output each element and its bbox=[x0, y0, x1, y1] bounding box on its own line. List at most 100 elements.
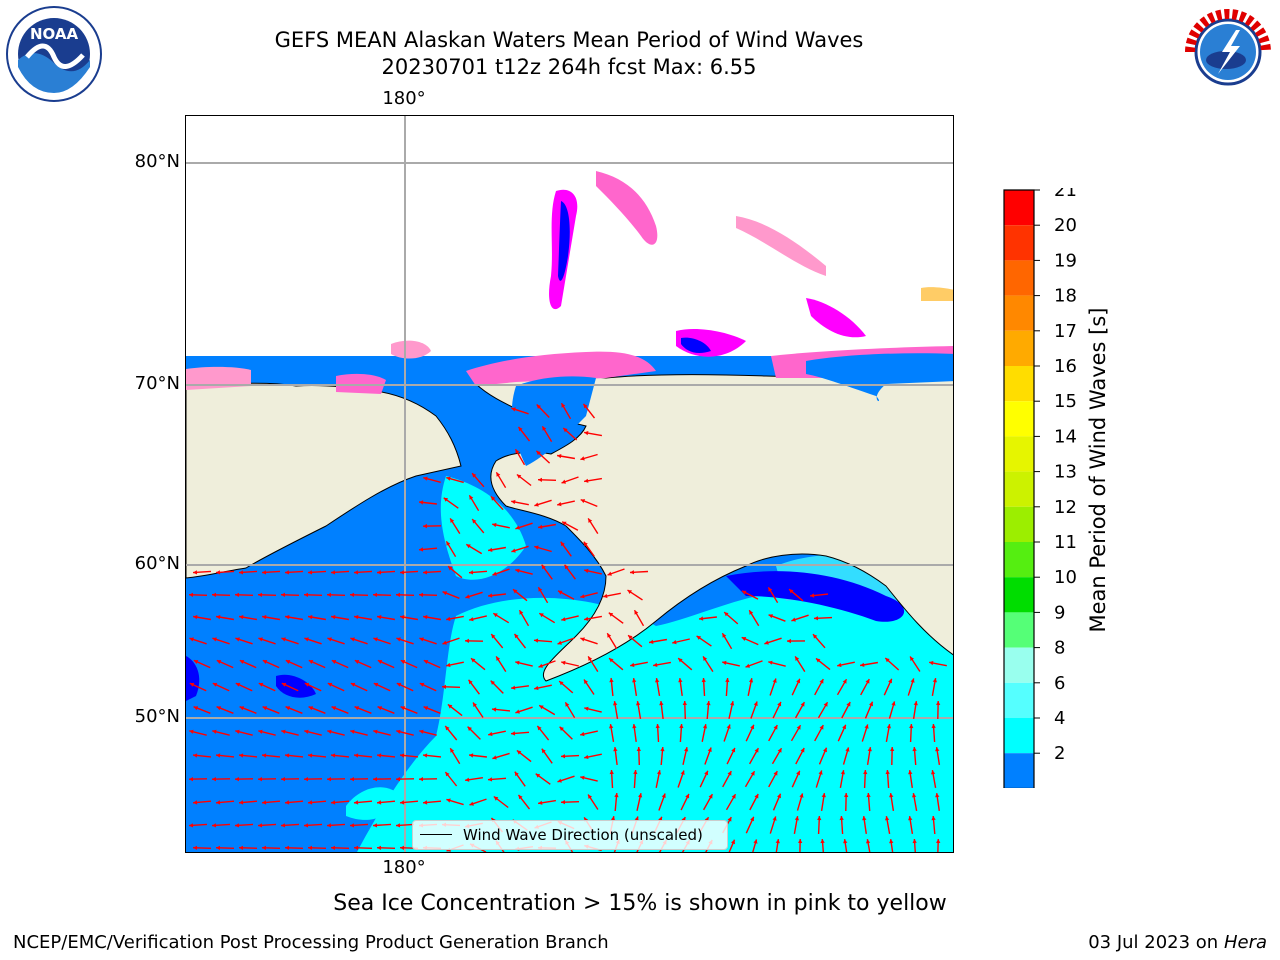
wind-wave-arrowhead bbox=[931, 816, 936, 821]
wind-wave-arrowhead bbox=[285, 706, 291, 711]
wind-wave-arrowhead bbox=[536, 404, 541, 409]
wind-wave-arrowhead bbox=[281, 777, 285, 782]
wind-wave-arrowhead bbox=[446, 616, 451, 621]
wind-wave-arrowhead bbox=[557, 454, 562, 459]
wind-wave-arrowhead bbox=[518, 426, 523, 432]
colorbar-segment bbox=[1004, 471, 1034, 507]
colorbar-segment bbox=[1004, 753, 1034, 789]
wind-wave-arrowhead bbox=[685, 793, 690, 799]
wind-wave-arrowhead bbox=[493, 796, 499, 801]
wind-wave-arrowhead bbox=[400, 753, 405, 758]
wind-wave-arrowhead bbox=[768, 660, 773, 665]
wind-wave-arrowhead bbox=[730, 701, 735, 706]
wind-wave-arrowhead bbox=[557, 502, 562, 507]
wind-wave-arrowhead bbox=[534, 685, 539, 691]
wind-wave-arrowhead bbox=[613, 747, 618, 752]
wind-wave-arrowhead bbox=[609, 678, 614, 683]
wind-wave-arrowhead bbox=[488, 593, 493, 598]
wind-wave-arrowhead bbox=[609, 658, 614, 663]
wind-wave-arrowhead bbox=[235, 729, 240, 734]
wind-wave-arrowhead bbox=[490, 496, 496, 501]
wind-wave-arrowhead bbox=[588, 518, 593, 523]
wind-wave-arrowhead bbox=[491, 634, 496, 639]
wind-wave-arrowhead bbox=[377, 845, 381, 850]
wind-wave-arrowhead bbox=[538, 587, 543, 592]
colorbar-tick-label: 2 bbox=[1054, 743, 1065, 764]
wind-wave-arrowhead bbox=[800, 748, 805, 753]
wind-wave-arrowhead bbox=[235, 592, 239, 597]
colorbar-segment bbox=[1004, 436, 1034, 472]
wind-wave-arrowhead bbox=[636, 747, 641, 751]
wind-wave-arrowhead bbox=[212, 823, 217, 828]
wind-wave-arrowhead bbox=[660, 747, 665, 752]
wind-wave-arrowhead bbox=[745, 663, 750, 668]
wind-wave-arrowhead bbox=[869, 701, 873, 707]
wind-wave-arrowhead bbox=[216, 800, 221, 805]
colorbar-tick-label: 13 bbox=[1054, 462, 1077, 483]
wind-wave-arrowhead bbox=[469, 753, 474, 758]
wind-wave-arrowhead bbox=[679, 724, 684, 729]
wind-wave-arrowhead bbox=[557, 640, 562, 645]
wind-wave-arrowhead bbox=[445, 772, 450, 777]
wind-wave-arrowhead bbox=[511, 685, 516, 690]
wind-wave-arrowhead bbox=[304, 682, 310, 687]
wind-wave-arrowhead bbox=[490, 680, 495, 685]
wind-wave-arrowhead bbox=[935, 747, 940, 752]
wind-wave-arrowhead bbox=[777, 701, 782, 707]
wind-wave-arrowhead bbox=[863, 770, 868, 775]
wind-wave-arrowhead bbox=[866, 793, 871, 798]
wind-wave-arrowhead bbox=[537, 725, 542, 731]
colorbar-tick-label: 19 bbox=[1054, 250, 1077, 271]
wind-wave-arrowhead bbox=[212, 729, 217, 734]
wind-wave-arrowhead bbox=[466, 544, 471, 549]
wind-wave-arrowhead bbox=[258, 637, 263, 642]
wind-wave-arrowhead bbox=[442, 684, 446, 689]
sea-ice bbox=[186, 366, 251, 390]
sea-ice-open-water bbox=[558, 201, 570, 281]
wind-wave-arrowhead bbox=[580, 775, 585, 780]
wind-wave-arrowhead bbox=[373, 823, 378, 828]
wind-wave-arrowhead bbox=[469, 801, 474, 806]
wind-wave-arrowhead bbox=[396, 729, 401, 734]
wind-wave-arrowhead bbox=[609, 770, 614, 775]
lat-label-60: 60°N bbox=[134, 553, 180, 574]
wind-wave-arrowhead bbox=[656, 770, 662, 775]
colorbar-segment bbox=[1004, 295, 1034, 331]
wind-wave-arrowhead bbox=[638, 793, 643, 798]
wind-wave-arrowhead bbox=[813, 634, 818, 639]
wind-wave-arrowhead bbox=[193, 660, 199, 664]
wind-wave-arrowhead bbox=[515, 525, 520, 530]
wind-wave-arrowhead bbox=[193, 800, 198, 805]
wind-wave-arrowhead bbox=[235, 777, 239, 782]
wind-wave-arrowhead bbox=[262, 845, 266, 850]
wind-wave-arrowhead bbox=[304, 777, 308, 782]
wind-wave-arrowhead bbox=[281, 729, 286, 734]
colorbar-segment bbox=[1004, 647, 1034, 683]
lat-label-70: 70°N bbox=[134, 373, 180, 394]
wind-wave-arrowhead bbox=[468, 679, 473, 685]
wind-wave-arrowhead bbox=[542, 426, 547, 431]
colorbar-segment bbox=[1004, 718, 1034, 754]
wind-wave-arrowhead bbox=[212, 682, 218, 687]
wind-wave-arrowhead bbox=[239, 706, 245, 711]
colorbar-tick-label: 15 bbox=[1054, 391, 1077, 412]
wind-wave-arrowhead bbox=[837, 662, 842, 668]
wind-wave-arrowhead bbox=[235, 823, 240, 828]
wind-wave-arrowhead bbox=[538, 800, 543, 805]
wind-wave-arrowhead bbox=[285, 570, 290, 575]
wind-wave-arrowhead bbox=[511, 499, 516, 505]
wind-wave-arrowhead bbox=[515, 449, 520, 454]
colorbar-segment bbox=[1004, 260, 1034, 296]
wind-wave-arrowhead bbox=[239, 800, 244, 805]
ocean-low-period bbox=[276, 674, 316, 698]
wind-wave-arrowhead bbox=[258, 592, 262, 597]
footer-machine: Hera bbox=[1223, 932, 1267, 953]
wind-wave-arrowhead bbox=[469, 617, 474, 622]
legend-label: Wind Wave Direction (unscaled) bbox=[463, 826, 703, 844]
wind-wave-arrowhead bbox=[262, 753, 267, 758]
wind-wave-arrowhead bbox=[377, 800, 382, 805]
wind-wave-arrowhead bbox=[212, 637, 217, 642]
wind-wave-arrowhead bbox=[423, 706, 429, 711]
lat-label-80: 80°N bbox=[134, 151, 180, 172]
wind-wave-arrowhead bbox=[845, 747, 850, 752]
